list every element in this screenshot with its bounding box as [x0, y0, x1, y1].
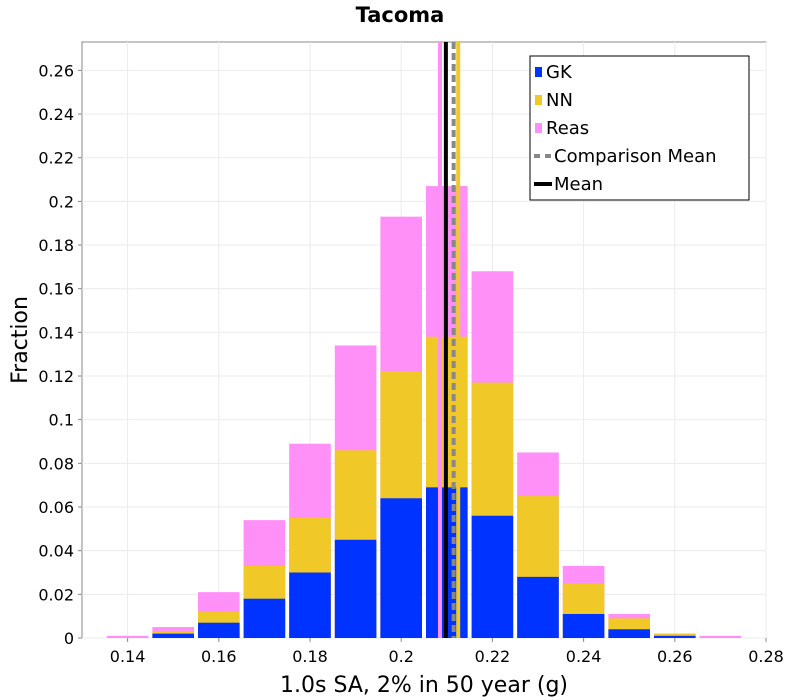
legend-label-comparison-mean: Comparison Mean: [554, 146, 717, 167]
legend-label-nn: NN: [546, 90, 573, 111]
bar-gk: [152, 633, 194, 638]
x-axis-ticks: 0.14 0.16 0.18 0.2 0.22 0.24 0.26 0.28: [110, 638, 784, 666]
legend-swatch-gk: [535, 67, 542, 77]
x-tick-label: 0.28: [748, 647, 784, 666]
y-tick-label: 0.02: [38, 585, 74, 604]
bar-gk: [243, 598, 286, 638]
legend-swatch-reas: [535, 123, 542, 133]
y-tick-label: 0.16: [38, 280, 74, 299]
legend-label-reas: Reas: [546, 118, 589, 139]
y-tick-label: 0.08: [38, 454, 74, 473]
legend-label-mean: Mean: [554, 174, 603, 195]
y-tick-label: 0.14: [38, 323, 74, 342]
x-tick-label: 0.16: [201, 647, 237, 666]
bar-gk: [608, 629, 650, 638]
y-tick-label: 0: [64, 629, 74, 648]
x-tick-label: 0.24: [566, 647, 602, 666]
x-axis-label: 1.0s SA, 2% in 50 year (g): [280, 673, 568, 698]
chart-legend: GK NN Reas Comparison Mean Mean: [529, 55, 750, 201]
y-tick-label: 0.22: [38, 149, 74, 168]
bar-gk: [198, 622, 240, 638]
chart-title: Tacoma: [356, 3, 445, 27]
y-tick-label: 0.04: [38, 542, 74, 561]
bar-reas: [699, 635, 742, 638]
legend-box: [529, 55, 750, 201]
legend-swatch-nn: [535, 95, 542, 105]
bar-gk: [654, 635, 696, 638]
bar-gk: [562, 613, 605, 638]
x-tick-label: 0.18: [292, 647, 328, 666]
y-axis-ticks: 0 0.02 0.04 0.06 0.08 0.1 0.12 0.14 0.16 0.18 0.2 0…: [38, 61, 82, 648]
y-tick-label: 0.24: [38, 105, 74, 124]
mean-lines-group: [437, 42, 461, 638]
bar-reas: [106, 635, 149, 638]
x-tick-label: 0.14: [110, 647, 146, 666]
bar-gk: [517, 576, 559, 638]
bar-gk: [289, 572, 331, 638]
y-tick-label: 0.12: [38, 367, 74, 386]
y-tick-label: 0.1: [49, 411, 74, 430]
x-tick-label: 0.26: [657, 647, 693, 666]
legend-label-gk: GK: [546, 62, 573, 83]
y-tick-label: 0.06: [38, 498, 74, 517]
y-axis-label: Fraction: [8, 296, 33, 384]
y-tick-label: 0.26: [38, 61, 74, 80]
bar-gk: [380, 498, 422, 638]
y-tick-label: 0.2: [49, 192, 74, 211]
x-tick-label: 0.22: [475, 647, 511, 666]
bar-gk: [471, 515, 514, 638]
x-tick-label: 0.2: [388, 647, 413, 666]
y-tick-label: 0.18: [38, 236, 74, 255]
bar-gk: [334, 539, 377, 638]
